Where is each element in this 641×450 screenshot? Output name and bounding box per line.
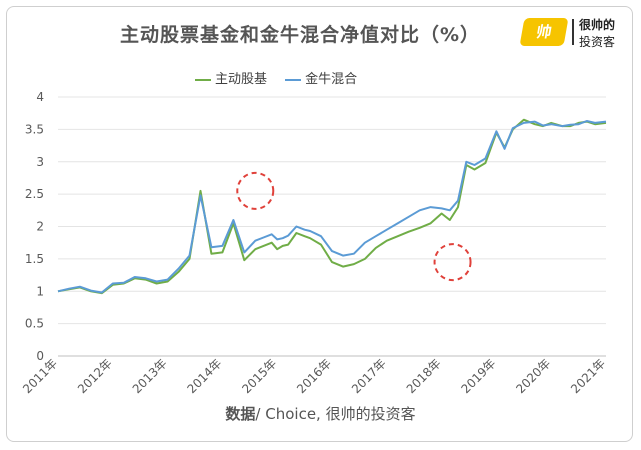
- x-tick-label: 2021年: [568, 356, 608, 396]
- x-tick-label: 2016年: [294, 356, 334, 396]
- logo-text-line2: 投资客: [579, 35, 616, 49]
- source-text: / Choice, 很帅的投资客: [255, 405, 416, 423]
- y-tick-label: 2.5: [25, 187, 44, 201]
- y-tick-label: 0.5: [25, 317, 44, 331]
- x-tick-label: 2019年: [459, 356, 499, 396]
- y-tick-label: 4: [36, 90, 44, 104]
- highlight-circle: [236, 171, 275, 210]
- series-line-2: [57, 120, 607, 294]
- x-tick-label: 2018年: [404, 356, 444, 396]
- series-line-1: [57, 118, 607, 295]
- x-tick-label: 2013年: [130, 356, 170, 396]
- x-tick-label: 2020年: [513, 356, 553, 396]
- legend-label-series-2: 金牛混合: [305, 72, 358, 87]
- logo-text-line1: 很帅的: [579, 18, 616, 32]
- chart-card: [6, 6, 633, 442]
- brand-logo: 帅 很帅的 投资客: [519, 16, 627, 50]
- x-tick-label: 2015年: [239, 356, 279, 396]
- x-tick-label: 2014年: [185, 356, 225, 396]
- source-note: 数据/ Choice, 很帅的投资客: [0, 403, 641, 424]
- legend-label-series-1: 主动股基: [215, 72, 268, 87]
- y-tick-label: 3: [36, 155, 44, 169]
- y-tick-label: 0: [36, 349, 44, 363]
- logo-divider: [572, 19, 574, 45]
- legend-swatch-series-2: [285, 78, 302, 81]
- legend-item-series-2: 金牛混合: [285, 68, 357, 87]
- chart-legend: 主动股基 金牛混合: [195, 68, 371, 87]
- y-tick-label: 1: [36, 284, 44, 298]
- x-tick-label: 2017年: [349, 356, 389, 396]
- legend-item-series-1: 主动股基: [195, 68, 267, 87]
- y-tick-label: 1.5: [25, 252, 44, 266]
- legend-swatch-series-1: [195, 78, 211, 81]
- highlight-circle: [433, 243, 472, 282]
- x-tick-label: 2012年: [75, 356, 115, 396]
- y-tick-label: 2: [36, 220, 44, 234]
- y-tick-label: 3.5: [25, 122, 44, 136]
- source-label: 数据: [225, 405, 256, 423]
- chart-title: 主动股票基金和金牛混合净值对比（%）: [119, 24, 481, 46]
